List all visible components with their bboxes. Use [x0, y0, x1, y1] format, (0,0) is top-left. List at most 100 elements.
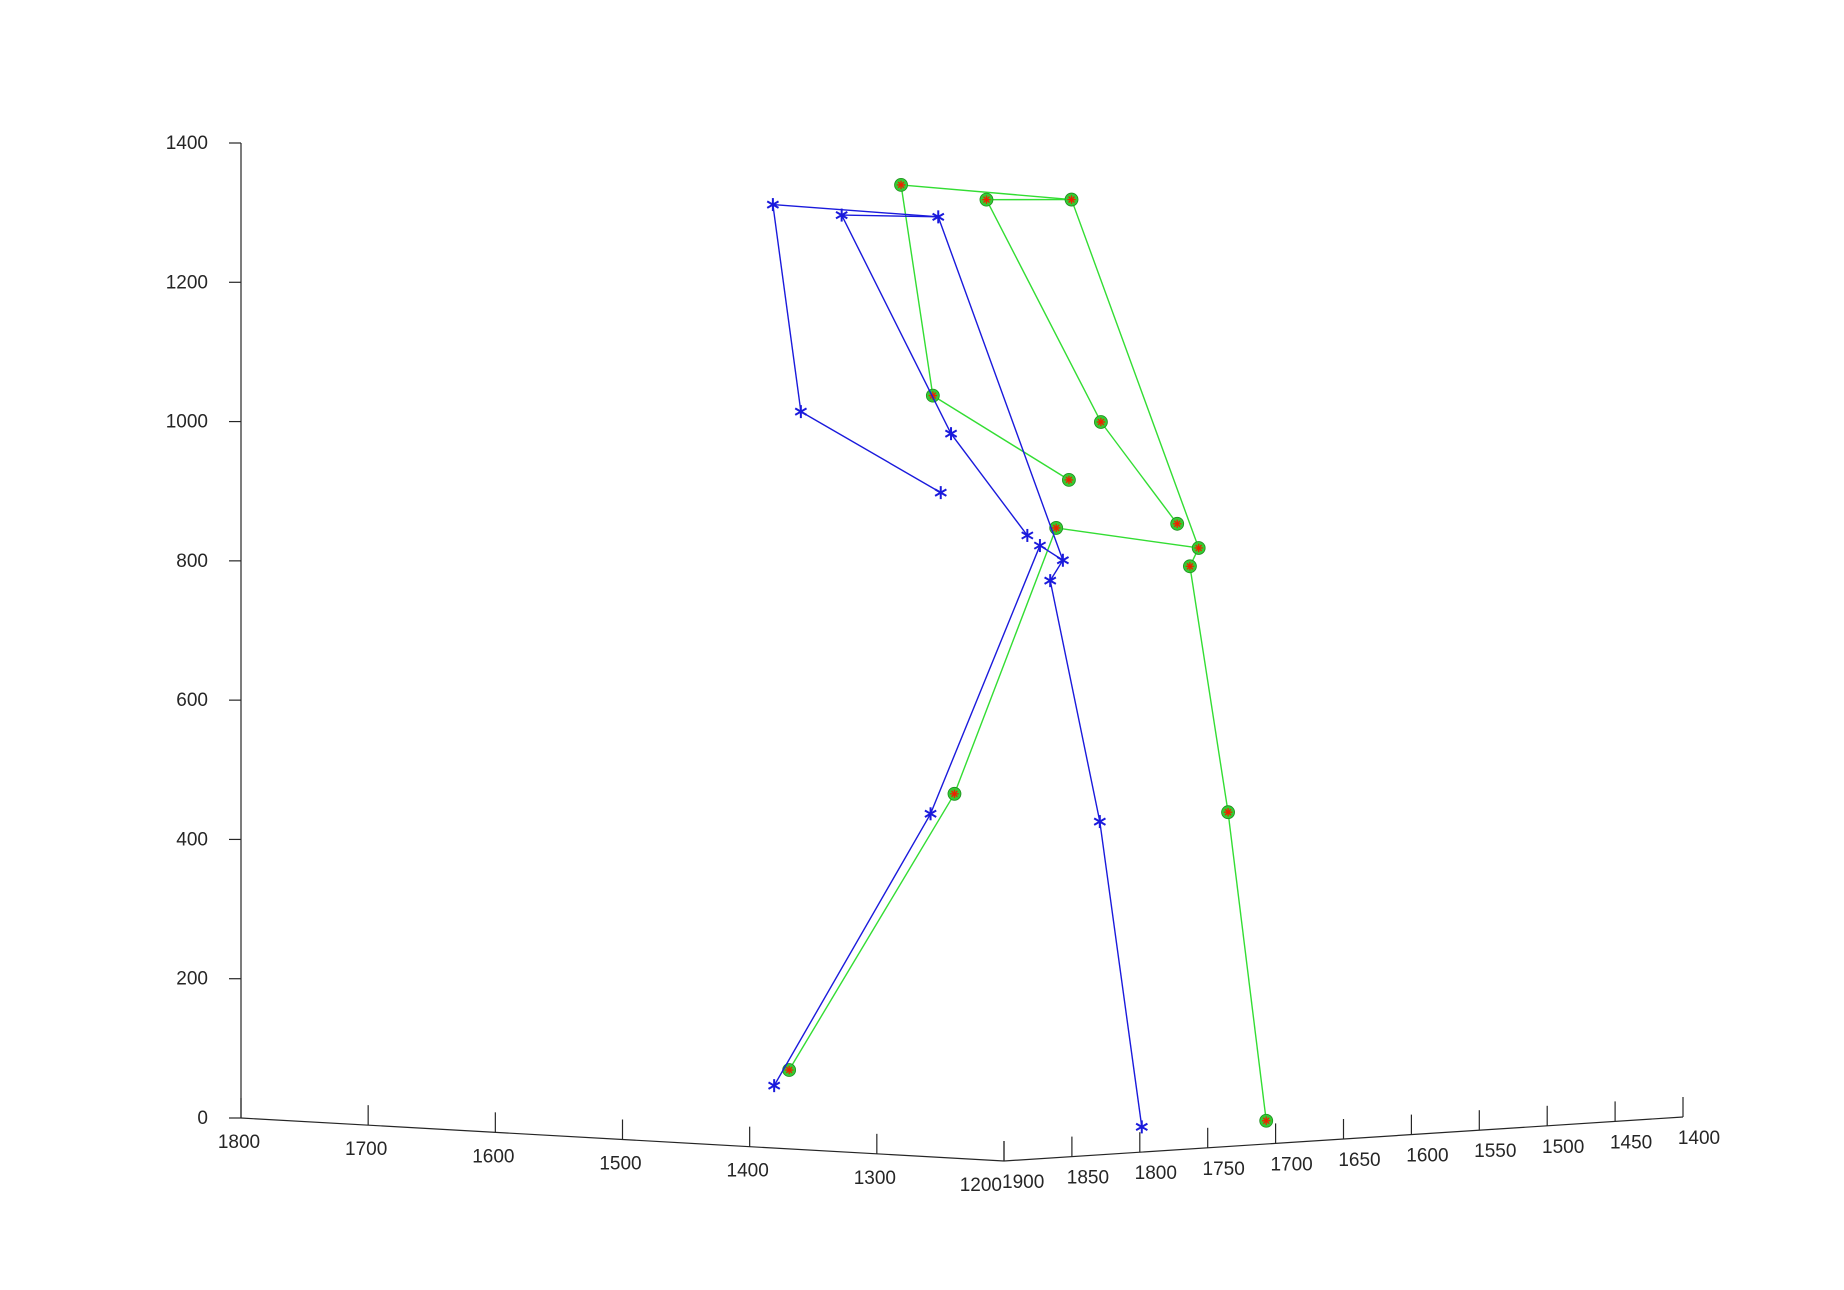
skeleton-bone — [1049, 580, 1101, 822]
skeleton-joint — [782, 1063, 797, 1077]
y-tick-label: 1700 — [1270, 1154, 1312, 1175]
skeleton-joint — [924, 807, 937, 821]
joint-asterisk-marker — [1093, 817, 1106, 826]
skeleton-joint — [932, 210, 945, 224]
skeleton-bone — [788, 793, 956, 1071]
skeleton-joint — [1183, 559, 1197, 574]
skeleton-joint — [766, 198, 780, 212]
skeleton-joint — [1191, 541, 1206, 555]
skeleton-bone — [950, 433, 1028, 536]
skeleton-bone — [937, 216, 1064, 561]
joint-asterisk-marker — [1186, 562, 1194, 570]
skeleton-joint — [835, 208, 848, 222]
skeleton-bone — [985, 199, 1102, 423]
joint-asterisk-marker — [897, 181, 905, 189]
skeleton-bone — [900, 184, 934, 396]
x-tick-label: 1400 — [727, 1161, 769, 1182]
skeleton-bone — [1049, 559, 1064, 581]
skeleton-1 — [782, 178, 1274, 1128]
skeleton-joint — [1056, 553, 1070, 567]
x-tick-label: 1700 — [345, 1139, 387, 1160]
joint-asterisk-marker — [944, 429, 958, 438]
skeleton-bone — [1227, 812, 1267, 1121]
joint-asterisk-marker — [924, 809, 937, 818]
joint-asterisk-marker — [768, 1081, 781, 1090]
skeleton-bone — [953, 527, 1057, 795]
skeleton-joint — [934, 486, 947, 500]
x-tick-label: 1800 — [218, 1132, 260, 1153]
x-tick-label: 1600 — [472, 1146, 514, 1167]
joint-asterisk-marker — [1021, 531, 1034, 540]
y-tick-label: 1850 — [1067, 1168, 1109, 1189]
y-tick-label: 1500 — [1542, 1137, 1584, 1158]
skeleton-joint — [1064, 192, 1079, 207]
skeleton-joint — [925, 388, 940, 403]
skeleton-bone — [841, 214, 952, 434]
skeleton-joint — [947, 786, 962, 801]
z-tick-label: 400 — [176, 829, 208, 850]
z-tick-label: 0 — [197, 1108, 208, 1129]
joint-asterisk-marker — [929, 392, 937, 400]
joint-asterisk-marker — [1173, 520, 1181, 528]
joint-asterisk-marker — [835, 210, 848, 220]
y-tick-label: 1800 — [1135, 1163, 1177, 1184]
y-tick-label: 1650 — [1338, 1150, 1380, 1171]
joint-asterisk-marker — [1262, 1117, 1270, 1125]
z-tick-label: 200 — [176, 969, 208, 990]
joint-asterisk-marker — [1097, 418, 1105, 426]
skeleton-joint — [979, 192, 994, 207]
skeleton-joint — [1021, 528, 1034, 542]
y-tick-label: 1900 — [1002, 1172, 1044, 1193]
axes: 1800 1700 1600 1500 1400 1300 1200 1900 1850 1800… — [166, 133, 1720, 1196]
skeleton-bone — [1100, 421, 1178, 525]
skeleton-joint — [894, 178, 908, 192]
joint-asterisk-marker — [932, 212, 945, 221]
skeleton-bone — [929, 545, 1041, 815]
y-tick-label: 1750 — [1203, 1159, 1245, 1180]
y-tick-label: 1450 — [1610, 1132, 1652, 1153]
plot-area — [766, 178, 1274, 1134]
skeleton-joint — [1094, 415, 1108, 429]
joint-asterisk-marker — [766, 200, 780, 209]
z-tick-label: 1000 — [166, 412, 208, 433]
joint-asterisk-marker — [934, 488, 947, 497]
x-tick-label: 1300 — [854, 1168, 896, 1189]
skeleton-2 — [766, 198, 1148, 1134]
skeleton-joint — [1044, 574, 1057, 588]
y-tick-label: 1550 — [1474, 1141, 1516, 1162]
skeleton-bone — [1099, 821, 1143, 1127]
skeleton-joint — [768, 1079, 781, 1093]
joint-asterisk-marker — [1056, 556, 1070, 565]
joint-asterisk-marker — [785, 1066, 793, 1074]
skeleton-bone — [772, 203, 939, 218]
joint-asterisk-marker — [951, 790, 958, 798]
joint-asterisk-marker — [1052, 524, 1060, 532]
joint-asterisk-marker — [1195, 544, 1203, 552]
joint-asterisk-marker — [1065, 476, 1073, 484]
skeleton-joint — [794, 405, 808, 419]
y-tick-label: 1600 — [1406, 1146, 1448, 1167]
skeleton-bone — [800, 411, 942, 494]
skeleton-bone — [1056, 527, 1199, 549]
skeleton-bone — [772, 204, 802, 412]
joint-asterisk-marker — [1068, 196, 1075, 203]
skeleton-joint — [944, 427, 958, 441]
z-tick-label: 600 — [176, 690, 208, 711]
skeleton-bone — [773, 813, 932, 1086]
skeleton-joint — [1033, 539, 1047, 553]
skeleton-joint — [1170, 516, 1185, 531]
skeleton-bone — [900, 184, 1072, 201]
joint-asterisk-marker — [794, 407, 808, 416]
skeleton-bone — [1070, 199, 1200, 549]
skeleton-joint — [1135, 1120, 1148, 1134]
skeleton-joint — [1221, 805, 1235, 820]
z-tick-label: 800 — [176, 551, 208, 572]
z-tick-label: 1400 — [166, 133, 208, 154]
skeleton-joint — [1062, 473, 1076, 487]
y-tick-label: 1400 — [1678, 1128, 1720, 1149]
joint-asterisk-marker — [983, 196, 990, 204]
joint-asterisk-marker — [1044, 576, 1057, 585]
skeleton-bone — [932, 395, 1070, 481]
